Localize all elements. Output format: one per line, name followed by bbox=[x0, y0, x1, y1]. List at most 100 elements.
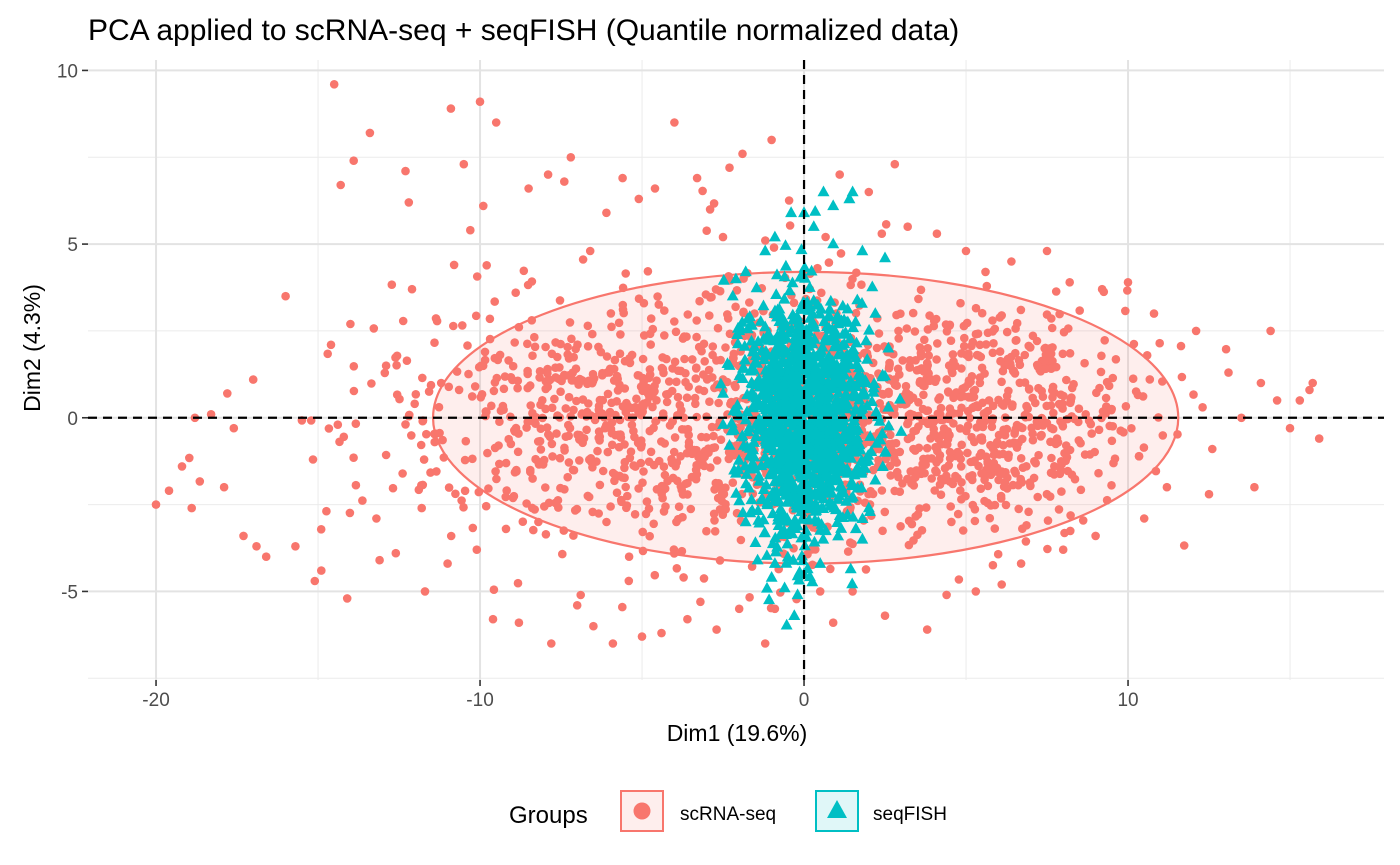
point-scrna-seq bbox=[1128, 374, 1138, 384]
point-seqfish bbox=[750, 391, 762, 403]
point-seqfish bbox=[770, 288, 783, 299]
point-scrna-seq bbox=[969, 392, 979, 402]
point-seqfish bbox=[823, 303, 836, 314]
point-scrna-seq bbox=[411, 390, 421, 399]
point-scrna-seq bbox=[721, 505, 730, 514]
point-scrna-seq bbox=[1008, 366, 1018, 376]
point-scrna-seq bbox=[696, 597, 705, 607]
point-scrna-seq bbox=[1063, 466, 1072, 476]
point-seqfish bbox=[845, 492, 858, 503]
point-scrna-seq bbox=[650, 381, 659, 391]
point-scrna-seq bbox=[1010, 429, 1019, 439]
point-scrna-seq bbox=[1042, 310, 1052, 319]
point-seqfish bbox=[785, 206, 798, 218]
point-scrna-seq bbox=[620, 384, 630, 393]
point-scrna-seq bbox=[747, 562, 757, 571]
point-scrna-seq bbox=[657, 489, 666, 499]
point-scrna-seq bbox=[434, 402, 444, 412]
point-seqfish bbox=[717, 418, 729, 429]
point-scrna-seq bbox=[932, 229, 942, 238]
point-scrna-seq bbox=[902, 324, 912, 333]
point-seqfish bbox=[813, 413, 826, 425]
point-scrna-seq bbox=[483, 448, 492, 458]
point-scrna-seq bbox=[519, 266, 529, 276]
point-scrna-seq bbox=[936, 403, 946, 413]
point-scrna-seq bbox=[898, 356, 907, 365]
point-scrna-seq bbox=[563, 350, 572, 359]
point-scrna-seq bbox=[491, 467, 500, 476]
point-scrna-seq bbox=[995, 347, 1005, 356]
point-scrna-seq bbox=[1308, 378, 1317, 388]
point-scrna-seq bbox=[927, 454, 936, 463]
point-scrna-seq bbox=[1022, 521, 1031, 530]
point-scrna-seq bbox=[481, 411, 490, 421]
point-scrna-seq bbox=[536, 445, 546, 454]
point-scrna-seq bbox=[542, 423, 552, 432]
point-seqfish bbox=[748, 340, 761, 352]
point-scrna-seq bbox=[548, 452, 557, 461]
point-scrna-seq bbox=[547, 403, 557, 413]
point-seqfish bbox=[731, 405, 744, 417]
point-scrna-seq bbox=[958, 526, 968, 535]
point-scrna-seq bbox=[540, 502, 549, 511]
point-seqfish bbox=[733, 454, 745, 465]
point-seqfish bbox=[841, 467, 854, 478]
point-scrna-seq bbox=[1107, 405, 1116, 415]
point-scrna-seq bbox=[575, 374, 585, 384]
point-scrna-seq bbox=[1060, 528, 1069, 538]
point-scrna-seq bbox=[905, 356, 915, 365]
point-scrna-seq bbox=[401, 420, 410, 429]
point-scrna-seq bbox=[475, 97, 485, 106]
point-scrna-seq bbox=[345, 508, 355, 518]
point-scrna-seq bbox=[333, 420, 343, 430]
point-scrna-seq bbox=[598, 371, 607, 380]
point-scrna-seq bbox=[398, 469, 407, 478]
point-scrna-seq bbox=[705, 311, 714, 320]
point-scrna-seq bbox=[1056, 390, 1066, 400]
point-scrna-seq bbox=[1101, 393, 1111, 403]
point-seqfish bbox=[774, 452, 786, 463]
point-scrna-seq bbox=[535, 367, 545, 376]
point-seqfish bbox=[752, 469, 765, 481]
point-scrna-seq bbox=[649, 423, 658, 433]
point-scrna-seq bbox=[612, 488, 622, 498]
point-seqfish bbox=[752, 513, 765, 525]
point-scrna-seq bbox=[815, 587, 825, 596]
point-scrna-seq bbox=[857, 280, 866, 290]
point-scrna-seq bbox=[970, 516, 980, 526]
point-scrna-seq bbox=[472, 545, 482, 554]
point-scrna-seq bbox=[510, 338, 519, 347]
point-seqfish bbox=[809, 505, 822, 516]
point-seqfish bbox=[740, 468, 753, 479]
point-scrna-seq bbox=[944, 388, 953, 397]
point-seqfish bbox=[876, 460, 889, 471]
point-scrna-seq bbox=[430, 338, 439, 348]
point-seqfish bbox=[828, 501, 841, 513]
point-scrna-seq bbox=[541, 483, 550, 492]
point-scrna-seq bbox=[603, 389, 613, 399]
point-scrna-seq bbox=[206, 410, 216, 419]
point-scrna-seq bbox=[291, 542, 300, 551]
point-seqfish bbox=[870, 405, 883, 417]
point-scrna-seq bbox=[638, 478, 647, 488]
point-scrna-seq bbox=[518, 517, 528, 526]
point-scrna-seq bbox=[699, 370, 708, 379]
point-scrna-seq bbox=[1028, 331, 1038, 341]
point-scrna-seq bbox=[614, 430, 623, 440]
point-scrna-seq bbox=[660, 331, 669, 340]
point-seqfish bbox=[761, 391, 773, 402]
point-scrna-seq bbox=[369, 324, 379, 333]
point-scrna-seq bbox=[1042, 418, 1052, 428]
point-scrna-seq bbox=[564, 458, 574, 467]
point-scrna-seq bbox=[177, 462, 187, 471]
point-scrna-seq bbox=[659, 482, 668, 492]
point-seqfish bbox=[723, 359, 736, 370]
point-scrna-seq bbox=[917, 526, 927, 535]
point-scrna-seq bbox=[349, 156, 359, 165]
point-scrna-seq bbox=[572, 396, 581, 406]
point-scrna-seq bbox=[920, 335, 929, 345]
point-seqfish bbox=[804, 391, 817, 403]
point-scrna-seq bbox=[1021, 537, 1031, 546]
point-scrna-seq bbox=[1006, 352, 1016, 362]
point-scrna-seq bbox=[592, 412, 601, 421]
